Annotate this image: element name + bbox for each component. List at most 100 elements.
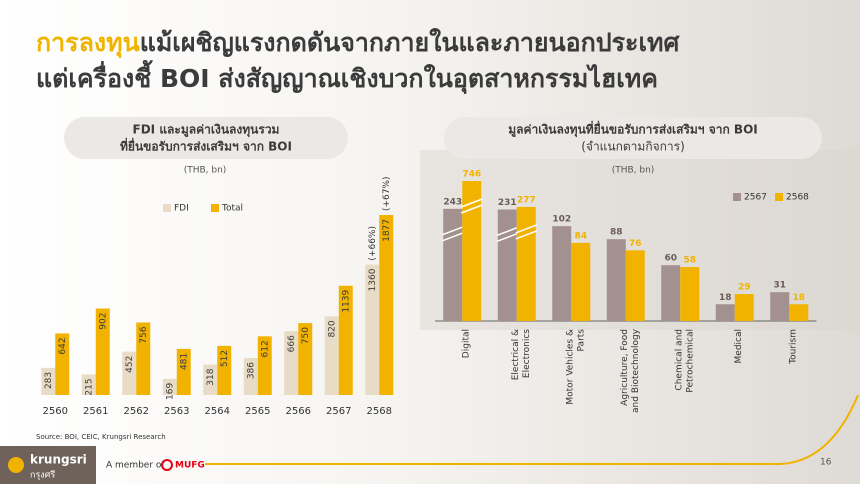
chart-title: FDI และมูลค่าเงินลงทุนรวม (133, 123, 280, 138)
x-tick-label: Digital (461, 329, 471, 358)
source-note: Source: BOI, CEIC, Krungsri Research (36, 433, 166, 441)
x-tick-label: 2562 (124, 406, 149, 417)
x-tick-label-line: Digital (461, 329, 471, 358)
title-highlight: การลงทุน (36, 28, 140, 59)
axis-break-mark (496, 226, 519, 237)
value-label: 1360 (368, 268, 378, 291)
page-number: 16 (820, 458, 832, 468)
x-tick-label-line: Chemical and (674, 329, 684, 391)
value-label: 84 (574, 231, 587, 241)
legend-swatch (733, 193, 741, 201)
legend-swatch (163, 204, 171, 212)
value-label: 481 (179, 353, 189, 370)
x-tick-label: 2563 (164, 406, 189, 417)
annotation: (+66%) (368, 226, 378, 261)
value-label: 746 (462, 170, 481, 180)
value-label: 31 (773, 281, 786, 291)
axis-break-mark (496, 232, 519, 243)
bar (661, 265, 681, 321)
axis-break-mark (515, 224, 538, 234)
bar (379, 215, 394, 395)
unit-label: (THB, bn) (184, 166, 227, 176)
title-rest: แม้เผชิญแรงกดดันจากภายในและภายนอกประเทศ (140, 27, 681, 57)
bar (789, 304, 809, 321)
brand-thai: กรุงศรี (30, 470, 55, 481)
bar (55, 333, 70, 395)
value-label: 88 (610, 228, 623, 238)
bar (136, 322, 151, 395)
bar (298, 323, 313, 395)
x-tick-label-line: Petrochemical (685, 329, 695, 393)
x-tick-label-line: Medical (733, 329, 743, 363)
axis-break-mark (441, 232, 464, 242)
chart-title: ที่ยื่นขอรับการส่งเสริมฯ จาก BOI (120, 138, 292, 154)
legend-label: 2567 (744, 193, 767, 203)
bar (41, 367, 56, 395)
value-label: 29 (738, 283, 751, 293)
value-label: 386 (246, 362, 256, 379)
bar (338, 285, 353, 395)
x-tick-label: 2568 (367, 406, 392, 417)
bar (462, 181, 482, 321)
footer-line (205, 394, 859, 465)
value-label: 1877 (382, 219, 392, 242)
bar (81, 374, 96, 395)
legend-label: 2568 (786, 193, 809, 203)
x-tick-label-line: Motor Vehicles & (565, 329, 575, 405)
bar (284, 331, 299, 395)
bar (162, 378, 177, 395)
x-tick-label: Agriculture, Foodand Biotechnology (619, 328, 640, 413)
value-label: 452 (125, 356, 135, 373)
value-label: 512 (220, 350, 230, 367)
x-tick-label: Chemical andPetrochemical (674, 329, 695, 393)
bar (516, 206, 536, 321)
value-label: 58 (683, 256, 696, 266)
chart-title: มูลค่าเงินลงทุนที่ยื่นขอรับการส่งเสริมฯ … (508, 121, 758, 138)
x-tick-label: 2567 (326, 406, 351, 417)
bar (243, 357, 258, 395)
value-label: 666 (287, 335, 297, 352)
bar (443, 208, 463, 321)
value-label: 102 (552, 215, 571, 225)
value-label: 76 (629, 239, 642, 249)
value-label: 243 (443, 197, 462, 207)
bar (324, 316, 339, 395)
x-tick-label: 2565 (245, 406, 270, 417)
legend-swatch (775, 193, 783, 201)
slide-title: การลงทุนแม้เผชิญแรงกดดันจากภายในและภายนอ… (36, 27, 681, 59)
value-label: 642 (58, 337, 68, 354)
chart-title: (จำแนกตามกิจการ) (581, 140, 685, 154)
member-text: A member of (106, 461, 165, 471)
value-label: 1139 (341, 290, 351, 313)
chart-title-pill (64, 117, 348, 159)
bar (257, 336, 272, 395)
unit-label: (THB, bn) (612, 166, 655, 176)
x-tick-label: 2561 (83, 406, 108, 417)
axis-break-mark (460, 198, 483, 208)
value-label: 902 (98, 313, 108, 330)
x-tick-label: Medical (733, 329, 743, 363)
value-label: 60 (664, 254, 677, 264)
axis-break-mark (460, 204, 483, 214)
value-label: 750 (301, 327, 311, 344)
annotation: (+67%) (382, 176, 392, 211)
axis-break-mark (441, 226, 464, 236)
bar (497, 209, 517, 321)
bar (715, 304, 735, 321)
value-label: 18 (719, 293, 732, 303)
value-label: 215 (84, 378, 94, 395)
bar (571, 242, 591, 321)
x-tick-label: 2566 (286, 406, 311, 417)
x-tick-label: Electrical &Electronics (510, 329, 531, 381)
bar (734, 294, 754, 321)
logo-icon (8, 457, 24, 473)
legend-label: Total (221, 204, 243, 214)
value-label: 756 (139, 326, 149, 343)
x-tick-label-line: Electrical & (510, 329, 520, 380)
legend-label: FDI (174, 204, 189, 214)
axis-break-mark (515, 230, 538, 240)
bar (770, 292, 790, 321)
slide-title-line2: แต่เครื่องชี้ BOI ส่งสัญญาณเชิงบวกในอุตส… (36, 59, 658, 95)
bar (176, 348, 191, 395)
